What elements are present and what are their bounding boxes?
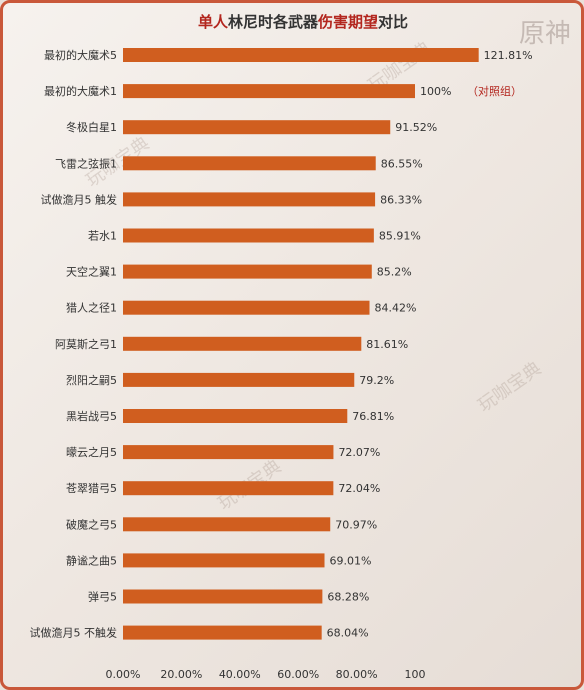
bar (123, 264, 372, 279)
bar (123, 409, 348, 423)
category-label: 破魔之弓5 (66, 517, 117, 531)
value-label: 84.42% (375, 302, 417, 315)
x-tick-label: 0.00% (106, 668, 141, 681)
value-label: 69.01% (330, 554, 372, 567)
chart-title: 单人林尼时各武器伤害期望对比 (198, 13, 408, 31)
bar (123, 553, 325, 568)
bar (123, 300, 370, 315)
bar (123, 192, 376, 207)
bar (123, 589, 323, 604)
bars-layer: 最初的大魔术5 121.81% 最初的大魔术1 100% （对照组） 冬极白星1 91.52… (30, 48, 533, 640)
x-tick-label: 20.00% (160, 668, 202, 681)
bar (123, 84, 415, 99)
category-label: 弹弓5 (88, 590, 117, 604)
chart-title-segment: 伤害期望 (317, 13, 378, 31)
value-label: 68.04% (327, 627, 369, 640)
value-label: 85.91% (379, 230, 421, 243)
bar (123, 517, 331, 532)
value-label: 68.28% (327, 591, 369, 604)
category-label: 飞雷之弦振1 (55, 156, 117, 170)
bar (123, 48, 479, 62)
category-label: 阿莫斯之弓1 (55, 337, 117, 351)
category-label: 苍翠猎弓5 (66, 481, 117, 495)
category-label: 若水1 (88, 230, 117, 243)
chart-title-segment: 单人 (198, 13, 229, 31)
category-label: 静谧之曲5 (66, 553, 117, 567)
x-tick-label: 60.00% (277, 668, 319, 681)
bar (123, 156, 376, 171)
value-label: 72.04% (338, 482, 380, 495)
value-label: 70.97% (335, 518, 377, 531)
x-tick-label: 80.00% (336, 668, 378, 681)
bar-chart: 单人林尼时各武器伤害期望对比 最初的大魔术5 121.81% 最初的大魔术1 100%… (30, 13, 533, 681)
category-label: 冬极白星1 (66, 120, 117, 134)
chart-title-segment: 林尼时各武器 (228, 13, 319, 31)
value-label: 121.81% (484, 49, 533, 62)
value-label: 81.61% (366, 338, 408, 351)
value-label: 86.55% (381, 157, 423, 170)
category-label: 烈阳之嗣5 (66, 373, 117, 387)
bar (123, 228, 374, 243)
bar (123, 120, 391, 135)
category-label: 最初的大魔术1 (44, 84, 117, 98)
bar (123, 625, 322, 640)
category-label: 猎人之径1 (66, 301, 117, 315)
value-label: 72.07% (338, 446, 380, 459)
value-label: 100% (420, 85, 451, 98)
control-group-annotation: （对照组） (467, 84, 522, 98)
value-label: 86.33% (380, 193, 422, 206)
chart-title-segment: 对比 (378, 13, 408, 31)
value-label: 79.2% (359, 374, 394, 387)
bar (123, 481, 334, 496)
category-label: 黑岩战弓5 (66, 409, 117, 423)
bar (123, 372, 355, 387)
category-label: 最初的大魔术5 (44, 48, 117, 62)
x-tick-label: 100 (405, 668, 426, 681)
value-label: 85.2% (377, 266, 412, 279)
category-label: 曚云之月5 (66, 445, 117, 459)
x-tick-label: 40.00% (219, 668, 261, 681)
genshin-logo: 原神 (518, 19, 571, 49)
category-label: 试做澹月5 触发 (41, 192, 118, 206)
value-label: 76.81% (352, 410, 394, 423)
bar (123, 445, 334, 460)
bar (123, 336, 362, 351)
category-label: 试做澹月5 不触发 (30, 626, 118, 640)
x-axis: 0.00% 20.00% 40.00% 60.00% 80.00% 100 (106, 668, 426, 681)
value-label: 91.52% (395, 121, 437, 134)
category-label: 天空之翼1 (66, 265, 117, 279)
